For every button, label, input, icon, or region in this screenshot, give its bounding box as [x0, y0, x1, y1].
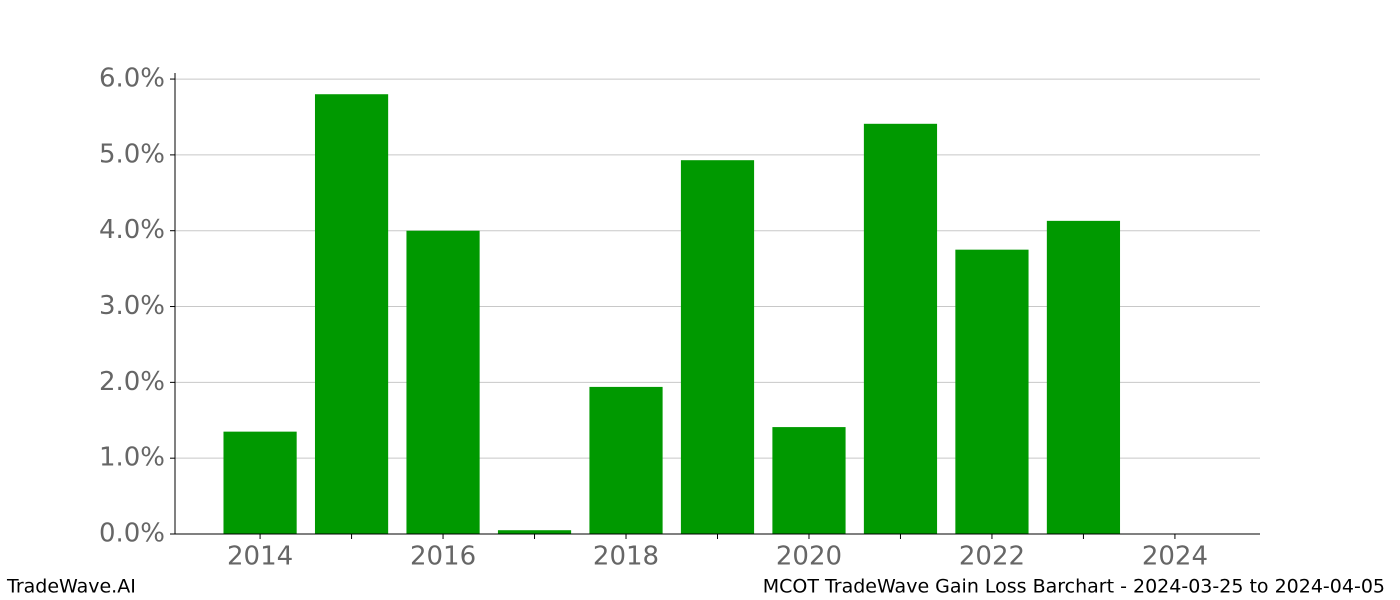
y-tick-label: 0.0% [99, 519, 165, 549]
y-tick-label: 3.0% [99, 291, 165, 321]
x-tick-label: 2014 [227, 542, 293, 572]
x-tick-label: 2018 [593, 542, 659, 572]
y-tick-label: 2.0% [99, 367, 165, 397]
bar [406, 230, 480, 535]
bar [955, 249, 1029, 534]
y-tick-label: 1.0% [99, 443, 165, 473]
bar [1046, 220, 1121, 534]
x-tick-label: 2022 [959, 542, 1025, 572]
y-tick-label: 5.0% [99, 139, 165, 169]
bar [863, 123, 938, 534]
bar [497, 530, 572, 534]
y-tick-label: 4.0% [99, 215, 165, 245]
bar [589, 386, 663, 534]
x-tick-label: 2020 [776, 542, 842, 572]
x-tick-label: 2016 [410, 542, 476, 572]
y-tick-label: 6.0% [99, 64, 165, 94]
bar [680, 160, 755, 534]
bar [314, 94, 389, 535]
chart-title: MCOT TradeWave Gain Loss Barchart - 2024… [763, 576, 1385, 598]
bar [223, 431, 297, 534]
bar [772, 427, 846, 534]
x-tick-label: 2024 [1142, 542, 1208, 572]
watermark: TradeWave.AI [6, 576, 136, 598]
